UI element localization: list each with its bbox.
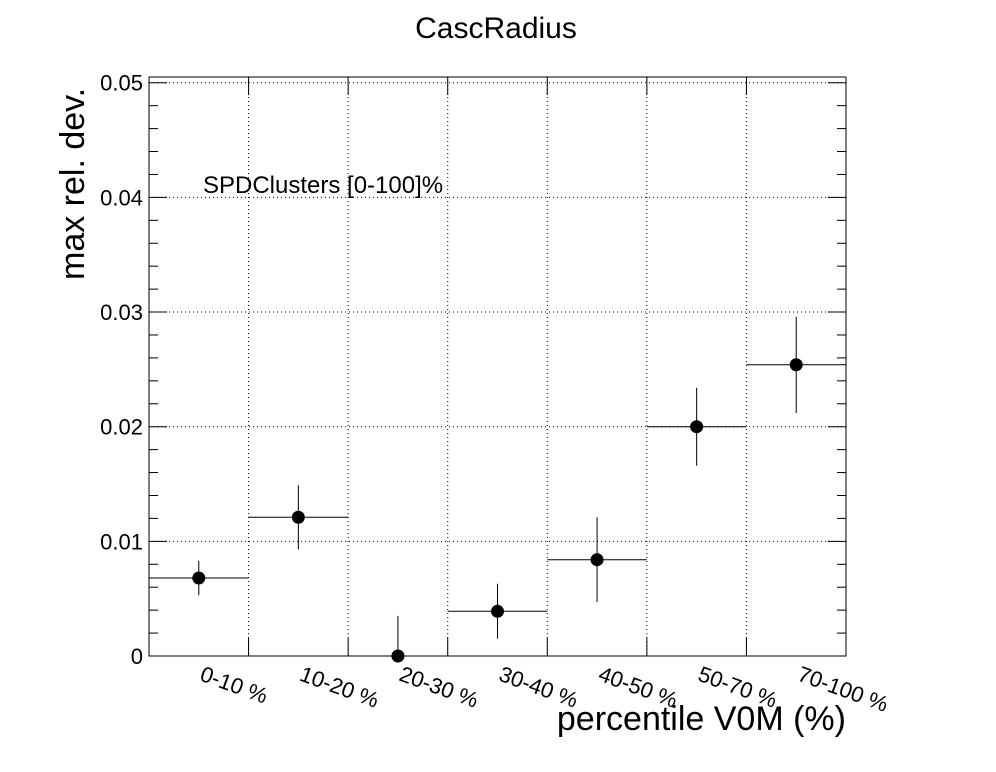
data-point-group: [746, 316, 846, 413]
x-axis-label: percentile V0M (%): [557, 700, 846, 738]
data-point: [391, 649, 405, 663]
y-tick-labels: 0 0.01 0.02 0.03 0.04 0.05: [100, 71, 143, 669]
x-tick-label: 0-10 %: [197, 661, 271, 708]
y-tick-label: 0.04: [100, 185, 143, 210]
y-tick-label: 0.05: [100, 71, 143, 96]
data-point: [789, 358, 803, 372]
y-tick-label: 0.02: [100, 415, 143, 440]
axis-ticks: [149, 77, 847, 657]
y-tick-label: 0: [131, 644, 143, 669]
data-point-group: [547, 517, 647, 603]
data-point-group: [646, 387, 747, 466]
plot-frame: [148, 76, 847, 657]
grid: [149, 77, 846, 656]
data-point: [291, 510, 305, 524]
y-tick-label: 0.03: [100, 300, 143, 325]
chart-annotation: SPDClusters [0-100]%: [203, 172, 443, 199]
data-point-group: [149, 560, 249, 596]
chart-title: CascRadius: [415, 12, 577, 45]
data-point-group: [248, 485, 349, 550]
data-point: [192, 571, 206, 585]
x-tick-label: 20-30 %: [396, 661, 482, 713]
x-tick-label: 10-20 %: [297, 661, 383, 713]
data-point: [590, 553, 604, 567]
data-point-group: [447, 583, 548, 639]
y-axis-label: max rel. dev.: [54, 88, 92, 280]
y-tick-label: 0.01: [100, 529, 143, 554]
data-point: [690, 420, 704, 434]
data-point: [491, 604, 504, 618]
data-point-group: [348, 615, 448, 663]
data-series: [149, 316, 846, 663]
